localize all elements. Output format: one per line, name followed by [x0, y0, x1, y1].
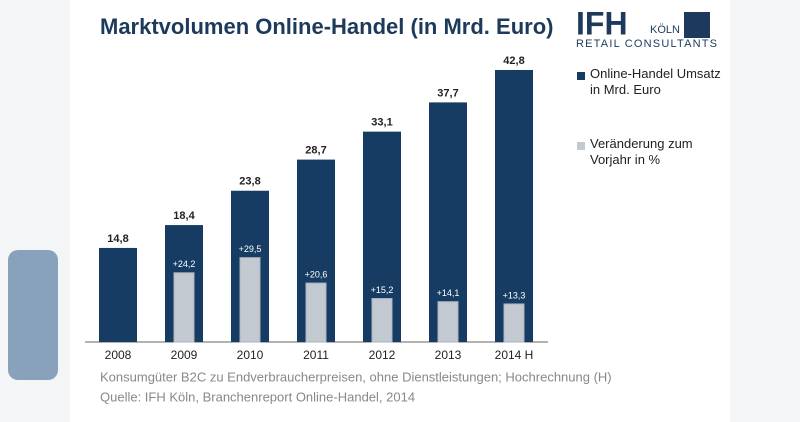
side-blur: [8, 250, 58, 380]
value-label: +13,3: [503, 290, 526, 300]
bar: [99, 247, 137, 342]
value-label: 37,7: [437, 87, 458, 99]
value-label: +14,1: [437, 288, 460, 298]
value-label: 33,1: [371, 117, 392, 129]
logo-tagline: RETAIL CONSULTANTS: [576, 38, 718, 50]
value-label: 14,8: [107, 233, 128, 245]
side-shade: [730, 0, 800, 422]
legend-swatch: [577, 72, 585, 80]
note: Konsumgüter B2C zu Endverbraucherpreisen…: [100, 369, 612, 384]
note: Quelle: IFH Köln, Branchenreport Online-…: [100, 389, 415, 404]
x-tick-label: 2012: [369, 348, 396, 362]
x-tick-label: 2009: [171, 348, 198, 362]
x-tick-label: 2010: [237, 348, 264, 362]
bar: [495, 69, 533, 342]
value-label: +20,6: [305, 269, 328, 279]
value-label: +29,5: [239, 244, 262, 254]
bar: [503, 303, 525, 343]
bar: [239, 257, 261, 343]
value-label: 23,8: [239, 176, 260, 188]
value-label: 28,7: [305, 145, 326, 157]
value-label: 18,4: [173, 210, 195, 222]
bar: [437, 301, 459, 343]
bar: [371, 298, 393, 343]
x-tick-label: 2011: [303, 348, 329, 362]
logo-mark: [684, 12, 710, 38]
bar: [173, 272, 195, 343]
value-label: 42,8: [503, 55, 524, 67]
value-label: +15,2: [371, 285, 394, 295]
legend-swatch: [577, 142, 585, 150]
legend-label: Veränderung zum Vorjahr in %: [590, 136, 693, 167]
x-tick-label: 2013: [435, 348, 462, 362]
x-tick-label: 2008: [105, 348, 132, 362]
chart-title: Marktvolumen Online-Handel (in Mrd. Euro…: [100, 14, 553, 39]
bar: [305, 282, 327, 343]
logo-city: KÖLN: [650, 24, 680, 36]
legend-label: Online-Handel Umsatz in Mrd. Euro: [590, 66, 721, 97]
x-tick-label: 2014 H: [495, 348, 534, 362]
value-label: +24,2: [173, 259, 196, 269]
logo-name: IFH: [576, 5, 628, 41]
